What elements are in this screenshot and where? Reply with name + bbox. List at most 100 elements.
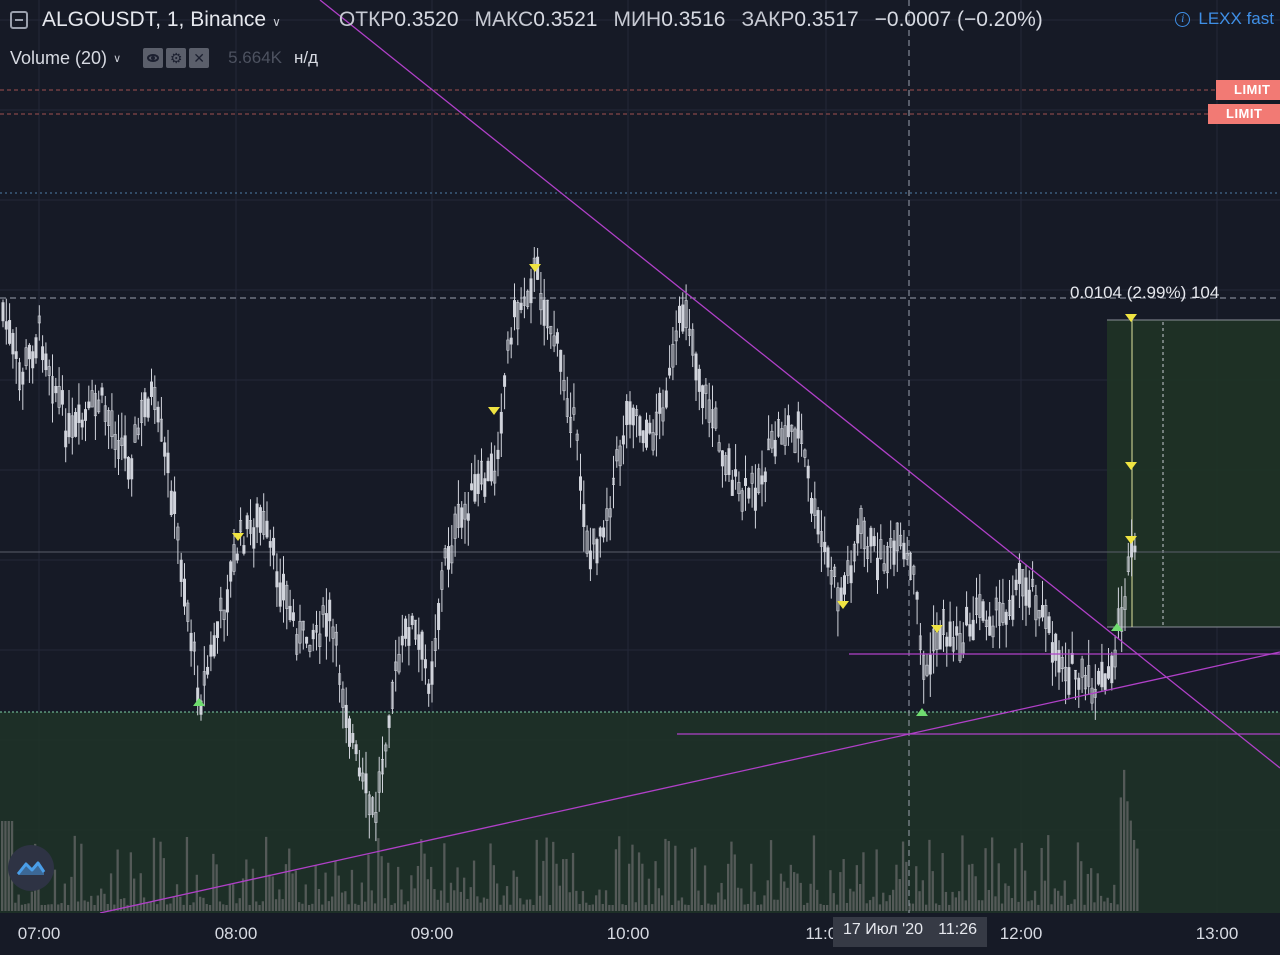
candle-body [885,546,889,574]
chevron-down-icon[interactable]: ∨ [272,14,281,29]
candle-body [245,515,249,530]
candle-body [674,330,678,342]
volume-bar [822,904,825,911]
volume-bar [492,865,495,911]
volume-bar [657,888,660,911]
candle-body [849,565,853,584]
candle-body [8,320,12,344]
candle-body [743,478,747,486]
candle-body [654,411,658,436]
volume-bar [736,887,740,911]
volume-bar [944,891,948,911]
volume-bar [175,884,179,911]
candle-body [417,634,421,650]
volume-bar [974,876,977,911]
volume-bar [895,864,898,911]
eye-icon[interactable] [143,48,164,68]
candle-body [347,718,351,747]
volume-bar [680,897,684,911]
volume-bar [1004,883,1007,911]
measure-label: 0.0104 (2.99%) 104 [1070,283,1220,302]
candle-body [555,332,559,344]
volume-bar [179,896,182,911]
candle-body [50,376,54,404]
volume-bar [129,852,132,911]
volume-bar [1066,904,1070,911]
candle-body [206,666,210,675]
volume-bar [637,852,641,911]
candle-body [862,520,866,550]
candle-body [1133,545,1137,553]
candle-body [97,399,101,413]
candle-body [235,553,239,561]
volume-bar [558,885,561,911]
volume-legend: Volume (20) ∨ ⚙ ✕ 5.664K н/д [10,45,318,71]
candle-body [938,626,942,650]
script-legend[interactable]: i LEXX fast [1175,9,1274,29]
volume-bar [1106,897,1109,911]
candle-body [506,339,510,351]
volume-bar [868,900,872,911]
candle-body [113,434,117,450]
price-chart[interactable] [0,0,1280,913]
volume-bar [169,903,172,911]
candle-body [618,445,622,467]
candle-body [631,407,635,426]
chevron-down-icon[interactable]: ∨ [113,52,122,65]
candle-body [998,602,1002,626]
candle-body [882,563,886,572]
level-lines [0,0,1280,913]
volume-bar [783,881,786,911]
crosshair-date: 17 Июл '20 [843,921,924,938]
volume-bar [47,904,50,911]
script-name[interactable]: LEXX fast [1198,9,1274,28]
volume-bar [746,903,750,911]
info-icon[interactable]: i [1175,11,1191,27]
candle-body [714,407,718,429]
tradingview-logo-icon[interactable] [8,845,54,891]
candle-body [796,411,800,439]
candle-body [420,631,424,660]
limit-order-badge[interactable]: LIMIT [1208,104,1280,124]
candle-body [968,624,972,637]
candle-body [783,425,787,446]
candle-body [724,455,728,475]
volume-bar [1076,842,1080,911]
candle-body [668,367,672,376]
volume-bar [624,904,627,911]
volume-bar [344,891,347,911]
candle-body [905,552,909,560]
close-icon[interactable]: ✕ [189,48,210,68]
time-axis[interactable]: 07:00 08:00 09:00 10:00 11:00 12:00 13:0… [0,913,1280,955]
sell-marker [232,533,244,541]
collapse-icon[interactable] [10,11,28,29]
volume-bar [1057,890,1060,911]
volume-bar [1096,873,1099,911]
signal-markers [193,264,1137,716]
volume-bar [908,903,911,911]
candle-body [351,733,355,743]
limit-order-badge[interactable]: LIMIT [1216,80,1280,100]
volume-bar [139,873,142,911]
volume-label[interactable]: Volume (20) [10,47,108,68]
volume-bar [466,898,469,911]
candle-body [780,428,784,445]
buy-marker [193,698,205,706]
candle-body [575,433,579,441]
candle-body [978,594,982,618]
candle-body [407,627,411,646]
volume-bar [357,904,360,911]
volume-bar [938,904,941,911]
candle-body [823,541,827,553]
symbol-label[interactable]: ALGOUSDT, 1, Binance [42,8,267,31]
volume-bar [981,900,984,911]
candle-body [473,474,477,502]
volume-bar [796,873,799,911]
candle-body [377,771,381,793]
volume-bar [588,904,591,911]
volume-bar [443,843,446,911]
candle-body [486,460,490,482]
volume-bar [595,895,598,911]
candle-body [757,468,761,494]
gear-icon[interactable]: ⚙ [166,48,187,68]
